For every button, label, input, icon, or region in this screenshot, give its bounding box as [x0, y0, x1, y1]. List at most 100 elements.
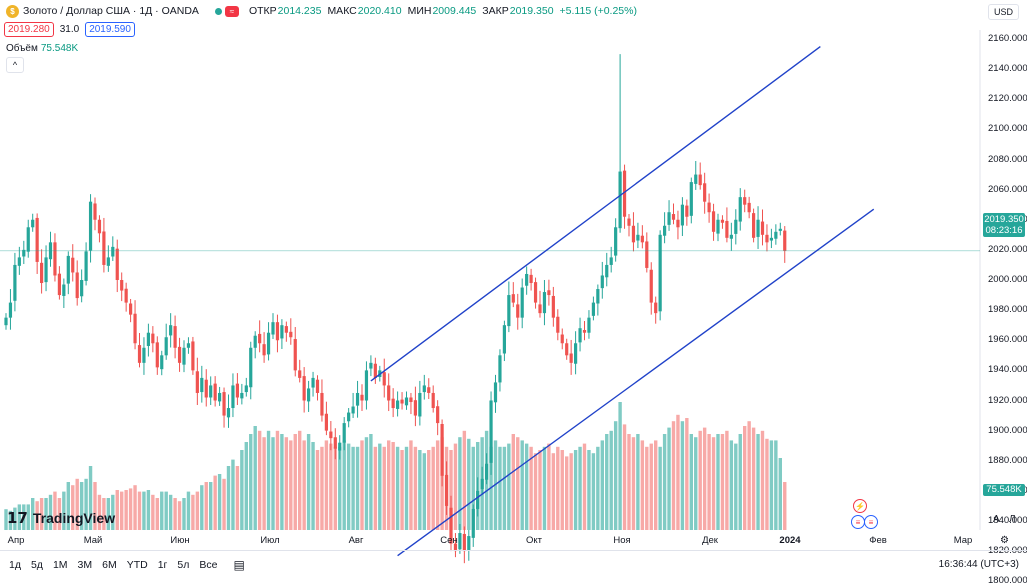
range-5y[interactable]: 5л — [177, 559, 190, 571]
volume-bar — [137, 491, 142, 530]
candle — [222, 387, 226, 428]
time-tick: Май — [83, 535, 103, 546]
last-volume-label: 75.548K — [983, 484, 1025, 496]
volume-bar — [155, 498, 159, 530]
candle — [298, 359, 302, 383]
volume-bar — [680, 421, 685, 530]
currency-selector[interactable]: USD — [987, 4, 1019, 20]
volume-bar — [346, 443, 351, 530]
candle — [13, 252, 17, 312]
candle — [124, 282, 128, 312]
volume-bar — [458, 437, 462, 530]
candle — [627, 214, 631, 237]
auto-scale-toggle[interactable]: А — [993, 514, 1000, 525]
channel-lower-line[interactable] — [397, 208, 875, 557]
event-lightning-icon[interactable]: ⚡ — [853, 499, 867, 513]
volume-bar — [253, 426, 257, 530]
range-6m[interactable]: 6М — [102, 559, 117, 571]
range-3m[interactable]: 3М — [77, 559, 93, 571]
volume-legend[interactable]: Объём 75.548K — [6, 43, 78, 54]
volume-bar — [204, 482, 208, 530]
event-us-flag-icon-2[interactable]: ≡ — [864, 515, 878, 529]
candle — [574, 331, 578, 375]
candle — [645, 232, 649, 273]
volume-bar — [289, 440, 293, 530]
volume-bar — [689, 434, 693, 530]
volume-bar — [480, 437, 484, 530]
flag-icon[interactable]: ≈ — [224, 5, 239, 17]
candle — [213, 376, 217, 407]
tradingview-logo-text: TradingView — [32, 510, 116, 526]
volume-bar — [413, 446, 418, 530]
volume-bar — [484, 430, 489, 530]
price-tick: 1920.000 — [988, 394, 1027, 406]
volume-bar — [298, 430, 302, 530]
tradingview-logo-icon: 𝟭𝟳 — [7, 510, 28, 527]
volume-bar — [378, 443, 382, 530]
clock-timezone[interactable]: 16:36:44 (UTC+3) — [938, 559, 1019, 570]
collapse-legend-button[interactable]: ^ — [6, 57, 24, 73]
volume-bar — [400, 450, 404, 530]
range-all[interactable]: Все — [199, 559, 218, 571]
volume-bar — [573, 450, 578, 530]
volume-bar — [329, 443, 333, 530]
candle — [120, 272, 124, 302]
candle — [409, 392, 413, 415]
range-ytd[interactable]: YTD — [126, 559, 148, 571]
range-1m[interactable]: 1М — [52, 559, 68, 571]
volume-bar — [306, 434, 311, 530]
candle — [769, 228, 773, 249]
volume-bar — [596, 446, 600, 530]
price-tick: 2060.000 — [988, 183, 1027, 195]
volume-bar — [453, 443, 458, 530]
candle — [151, 326, 155, 353]
volume-bar — [369, 434, 373, 530]
candle — [618, 54, 622, 233]
event-us-flag-icon[interactable]: ≡ — [851, 515, 865, 529]
time-tick: Сен — [440, 535, 458, 546]
symbol-title[interactable]: Золото / Доллар США · 1Д · OANDA — [23, 5, 199, 17]
price-tick: 2120.000 — [988, 93, 1027, 105]
date-range-calendar-icon[interactable]: ▤ — [233, 558, 245, 572]
time-tick: 2024 — [779, 535, 801, 546]
candle — [75, 260, 79, 306]
volume-bar — [120, 491, 124, 530]
candle — [97, 215, 102, 243]
candle — [694, 161, 698, 190]
candle — [747, 196, 751, 219]
buy-price-button[interactable]: 2019.590 — [85, 22, 135, 37]
trend-channel[interactable] — [370, 45, 875, 557]
tradingview-logo[interactable]: 𝟭𝟳 TradingView — [7, 509, 115, 527]
last-price-label: 2019.350 08:23:16 — [983, 213, 1025, 237]
candle — [533, 277, 538, 309]
volume-bar — [716, 434, 720, 530]
volume-bar — [556, 446, 560, 530]
settings-gear-icon[interactable]: ⚙ — [1000, 535, 1009, 546]
candle — [191, 336, 195, 375]
candle — [164, 323, 168, 360]
candle — [200, 365, 204, 403]
range-5d[interactable]: 5д — [30, 559, 43, 571]
log-scale-toggle[interactable]: Л — [1009, 514, 1016, 525]
candle — [102, 217, 106, 273]
volume-bar — [778, 458, 782, 530]
volume-bar — [587, 450, 591, 530]
price-tick: 2100.000 — [988, 123, 1027, 135]
volume-bar — [213, 475, 217, 530]
candle — [48, 231, 53, 267]
candle — [338, 435, 342, 460]
volume-bar — [729, 440, 734, 530]
sell-price-button[interactable]: 2019.280 — [4, 22, 54, 37]
range-1y[interactable]: 1г — [157, 559, 168, 571]
volume-bar — [560, 450, 564, 530]
candle — [743, 189, 747, 213]
range-1d[interactable]: 1д — [9, 559, 21, 571]
volume-bar — [654, 440, 658, 530]
volume-bar — [449, 450, 453, 530]
candle — [542, 280, 547, 326]
channel-upper-line[interactable] — [370, 45, 821, 382]
candle — [22, 240, 26, 265]
candle — [502, 320, 506, 362]
volume-bar — [244, 442, 248, 530]
